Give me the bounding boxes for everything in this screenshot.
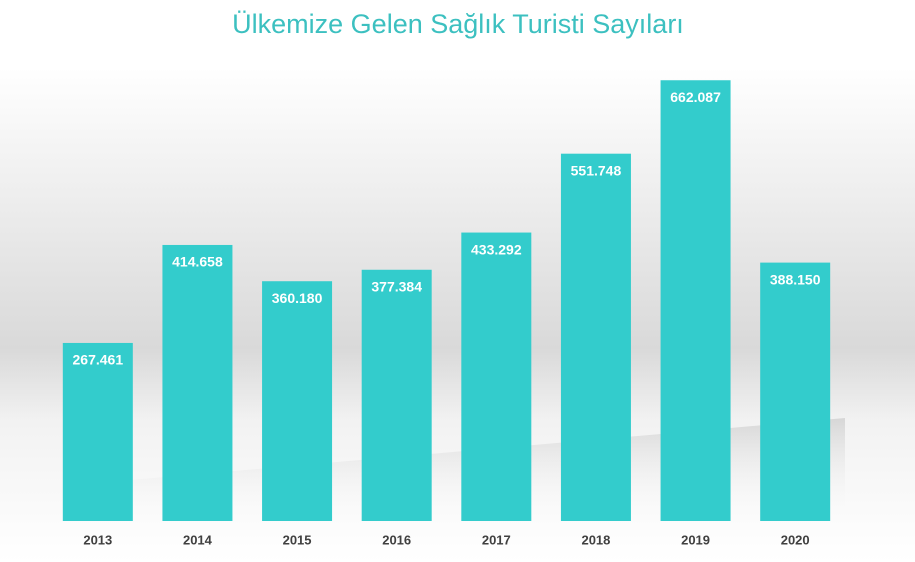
x-tick-label: 2020 bbox=[781, 532, 810, 547]
bar bbox=[262, 281, 333, 521]
x-tick-label: 2018 bbox=[581, 532, 610, 547]
x-tick-label: 2013 bbox=[83, 532, 112, 547]
bar bbox=[760, 262, 831, 521]
value-label: 662.087 bbox=[670, 89, 721, 105]
bar bbox=[361, 269, 432, 521]
value-label: 433.292 bbox=[471, 241, 522, 257]
bar bbox=[660, 80, 731, 521]
bar bbox=[560, 153, 631, 521]
x-tick-label: 2019 bbox=[681, 532, 710, 547]
value-label: 360.180 bbox=[272, 290, 323, 306]
x-tick-label: 2015 bbox=[283, 532, 312, 547]
shadow bbox=[60, 418, 845, 521]
value-label: 551.748 bbox=[571, 162, 622, 178]
bar bbox=[62, 342, 133, 521]
bar bbox=[162, 244, 233, 522]
x-tick-label: 2017 bbox=[482, 532, 511, 547]
value-label: 377.384 bbox=[371, 278, 422, 294]
x-tick-label: 2016 bbox=[382, 532, 411, 547]
x-tick-label: 2014 bbox=[183, 532, 213, 547]
value-label: 267.461 bbox=[73, 352, 124, 368]
bar bbox=[461, 232, 532, 521]
chart-title: Ülkemize Gelen Sağlık Turisti Sayıları bbox=[232, 9, 684, 39]
value-label: 388.150 bbox=[770, 271, 821, 287]
value-label: 414.658 bbox=[172, 254, 223, 270]
